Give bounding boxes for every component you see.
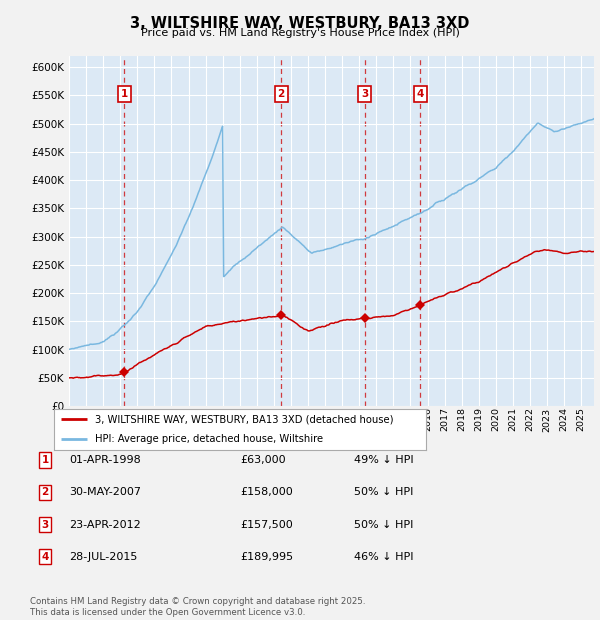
Text: 28-JUL-2015: 28-JUL-2015 xyxy=(69,552,137,562)
Text: 50% ↓ HPI: 50% ↓ HPI xyxy=(354,487,413,497)
Text: 4: 4 xyxy=(41,552,49,562)
Text: 3, WILTSHIRE WAY, WESTBURY, BA13 3XD: 3, WILTSHIRE WAY, WESTBURY, BA13 3XD xyxy=(130,16,470,30)
Text: HPI: Average price, detached house, Wiltshire: HPI: Average price, detached house, Wilt… xyxy=(95,433,323,444)
Text: £63,000: £63,000 xyxy=(240,455,286,465)
Text: 50% ↓ HPI: 50% ↓ HPI xyxy=(354,520,413,529)
Text: 3: 3 xyxy=(41,520,49,529)
Text: £189,995: £189,995 xyxy=(240,552,293,562)
Text: Contains HM Land Registry data © Crown copyright and database right 2025.
This d: Contains HM Land Registry data © Crown c… xyxy=(30,598,365,617)
Text: 3, WILTSHIRE WAY, WESTBURY, BA13 3XD (detached house): 3, WILTSHIRE WAY, WESTBURY, BA13 3XD (de… xyxy=(95,414,394,424)
Text: 46% ↓ HPI: 46% ↓ HPI xyxy=(354,552,413,562)
Text: 49% ↓ HPI: 49% ↓ HPI xyxy=(354,455,413,465)
Text: 01-APR-1998: 01-APR-1998 xyxy=(69,455,141,465)
Text: 3: 3 xyxy=(361,89,368,99)
Text: 4: 4 xyxy=(416,89,424,99)
Text: 2: 2 xyxy=(277,89,284,99)
Text: £157,500: £157,500 xyxy=(240,520,293,529)
Text: 1: 1 xyxy=(121,89,128,99)
Text: 2: 2 xyxy=(41,487,49,497)
Text: 30-MAY-2007: 30-MAY-2007 xyxy=(69,487,141,497)
Text: 23-APR-2012: 23-APR-2012 xyxy=(69,520,141,529)
Text: £158,000: £158,000 xyxy=(240,487,293,497)
Text: Price paid vs. HM Land Registry's House Price Index (HPI): Price paid vs. HM Land Registry's House … xyxy=(140,28,460,38)
Text: 1: 1 xyxy=(41,455,49,465)
